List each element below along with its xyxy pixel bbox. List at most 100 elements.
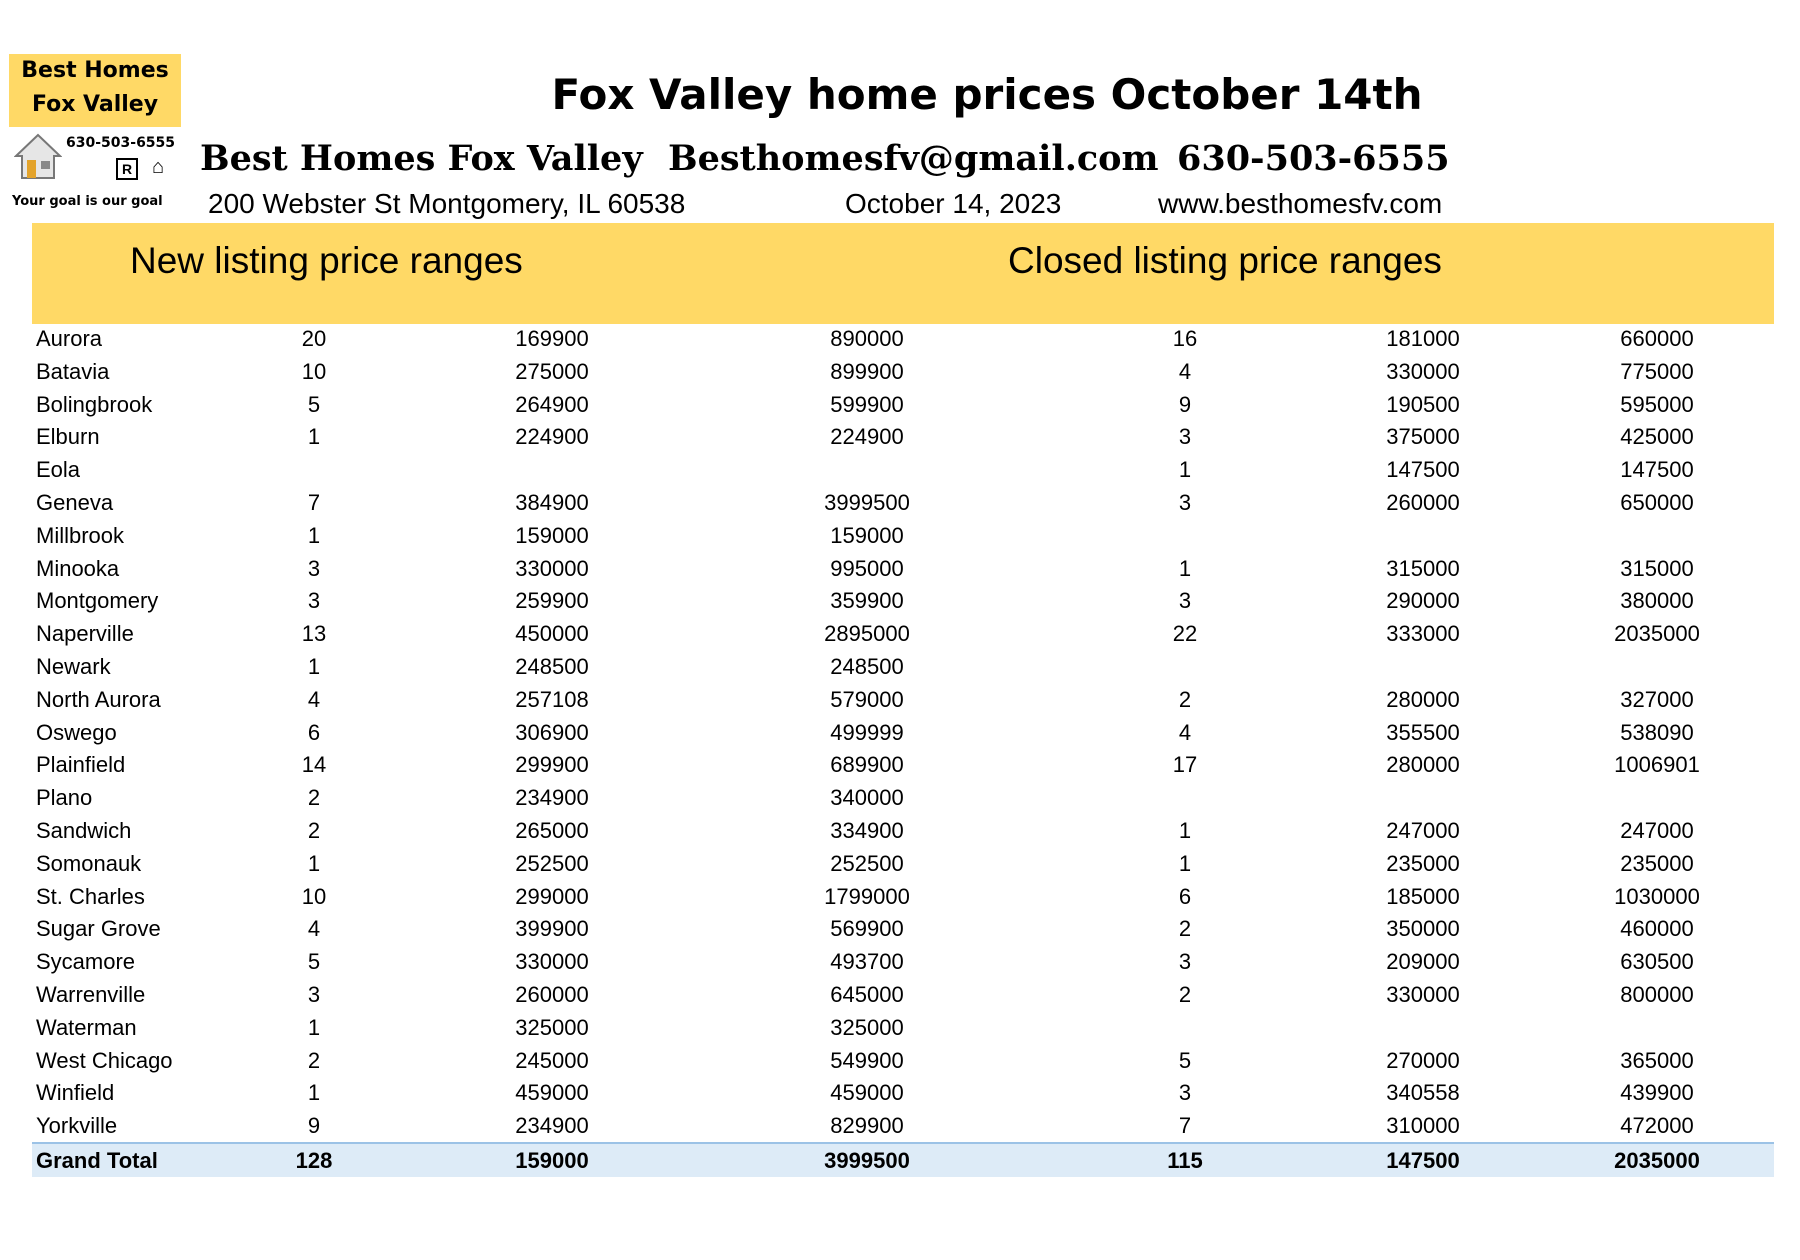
table-row: Batavia 10 275000 899900 4 330000 775000 — [32, 355, 1774, 388]
value-cell: 1 — [307, 1014, 321, 1040]
value-cell: 1 — [307, 1080, 321, 1106]
value-cell: 181000 — [1386, 326, 1460, 351]
value-cell: 384900 — [515, 490, 589, 515]
value-cell: 10 — [301, 883, 327, 909]
page-title: Fox Valley home prices October 14th — [551, 70, 1423, 119]
city-cell: Bolingbrook — [36, 391, 153, 417]
table-row: West Chicago 2 245000 549900 5 270000 365000 — [32, 1044, 1774, 1077]
city-cell: Minooka — [36, 555, 120, 581]
value-cell: 280000 — [1386, 686, 1460, 712]
value-cell: 315000 — [1620, 555, 1694, 581]
city-cell: Naperville — [36, 621, 134, 647]
house-icon — [14, 133, 62, 179]
value-cell: 549900 — [830, 1047, 904, 1073]
table-row: Plainfield 14 299900 689900 17 280000 1006901 — [32, 748, 1774, 781]
city-cell: Newark — [36, 654, 111, 679]
table-row: Oswego 6 306900 499999 4 355500 538090 — [32, 716, 1774, 749]
value-cell: 493700 — [830, 949, 904, 975]
value-cell: 235000 — [1386, 850, 1460, 876]
value-cell: 264900 — [515, 391, 589, 417]
value-cell: 375000 — [1386, 424, 1460, 450]
value-cell: 115 — [1167, 1148, 1203, 1173]
value-cell: 355500 — [1386, 719, 1460, 745]
value-cell: 7 — [1178, 1113, 1192, 1139]
value-cell: 3 — [307, 588, 321, 614]
value-cell: 128 — [295, 1148, 333, 1173]
website[interactable]: www.besthomesfv.com — [1158, 188, 1443, 219]
value-cell: 3 — [1178, 1080, 1192, 1106]
value-cell: 3999500 — [824, 1148, 910, 1173]
table-row: Minooka 3 330000 995000 1 315000 315000 — [32, 552, 1774, 585]
city-cell: Montgomery — [36, 588, 159, 614]
value-cell: 1 — [307, 654, 321, 679]
value-cell: 4 — [1178, 358, 1192, 384]
city-cell: Batavia — [36, 358, 110, 384]
value-cell: 459000 — [830, 1080, 904, 1106]
logo: Best Homes Fox Valley — [9, 54, 181, 127]
value-cell: 579000 — [830, 686, 904, 712]
value-cell: 829900 — [830, 1113, 904, 1139]
city-cell: Winfield — [36, 1080, 115, 1106]
city-cell: Aurora — [36, 326, 103, 351]
table-row: Somonauk 1 252500 252500 1 235000 235000 — [32, 847, 1774, 880]
value-cell: 3 — [1178, 588, 1192, 614]
value-cell: 257108 — [515, 686, 589, 712]
value-cell: 365000 — [1620, 1047, 1694, 1073]
table-row: Aurora 20 169900 890000 16 181000 660000 — [32, 322, 1774, 355]
value-cell: 1799000 — [824, 883, 910, 909]
city-cell: Waterman — [36, 1014, 137, 1040]
city-cell: Plano — [36, 785, 93, 811]
value-cell: 3 — [307, 982, 321, 1007]
table-row: Sandwich 2 265000 334900 1 247000 247000 — [32, 814, 1774, 847]
value-cell: 190500 — [1386, 391, 1460, 417]
value-cell: 6 — [1178, 883, 1192, 909]
value-cell: 245000 — [515, 1047, 589, 1073]
city-cell: Plainfield — [36, 752, 126, 778]
value-cell: 1006901 — [1614, 752, 1700, 778]
value-cell: 159000 — [515, 1148, 589, 1173]
table-row: Sugar Grove 4 399900 569900 2 350000 460000 — [32, 912, 1774, 945]
value-cell: 248500 — [515, 654, 589, 679]
value-cell: 234900 — [515, 785, 589, 811]
city-cell: Somonauk — [36, 850, 142, 876]
value-cell: 340000 — [830, 785, 904, 811]
value-cell: 995000 — [830, 555, 904, 581]
value-cell: 10 — [301, 358, 327, 384]
date: October 14, 2023 — [845, 188, 1062, 219]
city-cell: Sandwich — [36, 818, 132, 843]
value-cell: 650000 — [1620, 490, 1694, 515]
value-cell: 2 — [1178, 982, 1192, 1007]
value-cell: 2 — [1178, 916, 1192, 942]
value-cell: 3 — [1178, 949, 1192, 975]
value-cell: 325000 — [830, 1014, 904, 1040]
table-row: Elburn 1 224900 224900 3 375000 425000 — [32, 420, 1774, 453]
realtor-icon: R — [116, 158, 138, 180]
value-cell: 1 — [307, 424, 321, 450]
city-cell: Yorkville — [36, 1113, 118, 1139]
value-cell: 7 — [307, 490, 321, 515]
table-row: Millbrook 1 159000 159000 — [32, 519, 1774, 552]
value-cell: 2 — [307, 1047, 321, 1073]
value-cell: 147500 — [1386, 457, 1460, 483]
value-cell: 1 — [1178, 818, 1192, 843]
value-cell: 260000 — [1386, 490, 1460, 515]
table-row: Montgomery 3 259900 359900 3 290000 380000 — [32, 584, 1774, 617]
value-cell: 890000 — [830, 326, 904, 351]
value-cell: 169900 — [515, 326, 589, 351]
value-cell: 4 — [1178, 719, 1192, 745]
table-row: Newark 1 248500 248500 — [32, 650, 1774, 683]
value-cell: 775000 — [1620, 358, 1694, 384]
value-cell: 425000 — [1620, 424, 1694, 450]
new-listing-heading: New listing price ranges — [130, 240, 523, 281]
value-cell: 2035000 — [1614, 1148, 1700, 1173]
value-cell: 499999 — [830, 719, 904, 745]
value-cell: 538090 — [1620, 719, 1694, 745]
value-cell: 315000 — [1386, 555, 1460, 581]
value-cell: 224900 — [830, 424, 904, 450]
value-cell: 399900 — [515, 916, 589, 942]
value-cell: 299900 — [515, 752, 589, 778]
value-cell: 630500 — [1620, 949, 1694, 975]
value-cell: 5 — [307, 391, 321, 417]
value-cell: 248500 — [830, 654, 904, 679]
value-cell: 330000 — [1386, 358, 1460, 384]
